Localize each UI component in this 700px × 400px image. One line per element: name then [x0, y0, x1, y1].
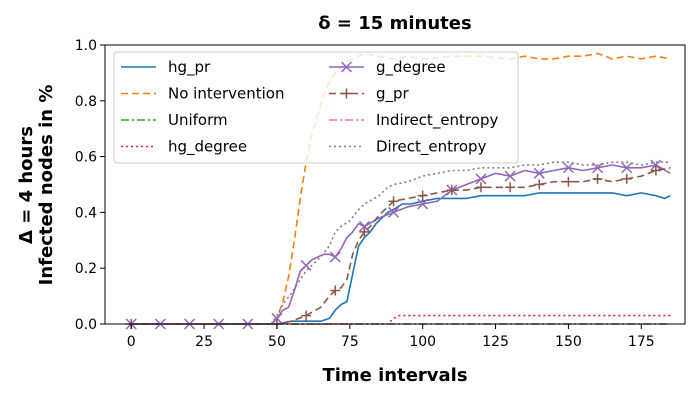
series-line-g-degree [131, 164, 671, 325]
y-axis-label-line1: Δ = 4 hours [16, 126, 37, 244]
x-tick-label: 150 [555, 334, 582, 350]
axis-ticks: 0 25 50 75 100 125 150 175 0.0 0.2 0.4 0.6 0.8 1.0 [75, 38, 655, 350]
legend: hg_pr No intervention Uniform hg_degree g_de… [113, 51, 519, 164]
legend-label-g-pr: g_pr [376, 85, 410, 104]
series-marker-g-pr [388, 196, 399, 207]
y-axis-label: Δ = 4 hours Infected nodes in % [16, 85, 57, 286]
series-marker-g-degree [271, 312, 283, 324]
legend-label-no-intervention: No intervention [168, 85, 284, 103]
x-tick-label: 50 [268, 334, 286, 350]
legend-box [113, 51, 519, 164]
series-marker-g-pr [534, 179, 545, 190]
series-marker-g-degree [621, 162, 633, 174]
series-line-direct-entropy [131, 161, 671, 325]
x-tick-label: 0 [127, 334, 136, 350]
y-tick-label: 0.6 [75, 150, 97, 166]
x-tick-label: 175 [628, 334, 655, 350]
series-line-hg-degree [131, 314, 671, 325]
series-marker-g-pr [505, 182, 516, 193]
series-marker-g-degree [300, 259, 312, 271]
x-tick-label: 100 [409, 334, 436, 350]
series-marker-g-pr [650, 165, 661, 176]
series-marker-g-pr [563, 176, 574, 187]
x-tick-label: 125 [482, 334, 509, 350]
series-marker-g-pr [417, 190, 428, 201]
series-marker-g-degree [562, 162, 574, 174]
legend-label-hg-degree: hg_degree [168, 138, 247, 157]
series-marker-g-degree [592, 162, 604, 174]
legend-label-g-degree: g_degree [376, 58, 446, 77]
x-axis-label: Time intervals [322, 365, 467, 386]
chart-title: δ = 15 minutes [318, 13, 471, 34]
x-tick-label: 25 [195, 334, 213, 350]
legend-marker-g-pr [341, 88, 352, 99]
series-marker-g-degree [504, 170, 516, 182]
series-line-g-pr [131, 167, 671, 325]
y-tick-label: 0.0 [75, 317, 97, 333]
series-marker-g-degree [475, 173, 487, 185]
legend-label-indirect-entropy: Indirect_entropy [376, 111, 498, 130]
series-marker-g-pr [359, 226, 370, 237]
series-marker-g-pr [475, 182, 486, 193]
y-tick-label: 0.2 [75, 261, 97, 277]
series-marker-g-pr [330, 285, 341, 296]
y-tick-label: 0.8 [75, 94, 97, 110]
series-line-hg-pr [131, 192, 671, 325]
series-marker-g-degree [650, 159, 662, 171]
y-axis-label-line2: Infected nodes in % [36, 85, 57, 286]
series-marker-g-pr [301, 310, 312, 321]
series-marker-g-degree [329, 251, 341, 263]
y-tick-label: 1.0 [75, 38, 97, 54]
series-marker-g-degree [388, 206, 400, 218]
series-marker-g-degree [533, 167, 545, 179]
series-marker-g-degree [417, 198, 429, 210]
legend-label-uniform: Uniform [168, 111, 228, 129]
x-tick-label: 75 [341, 334, 359, 350]
series-marker-g-pr [621, 173, 632, 184]
y-tick-label: 0.4 [75, 205, 97, 221]
series-marker-g-pr [592, 173, 603, 184]
legend-label-hg-pr: hg_pr [168, 58, 211, 77]
series-marker-g-pr [446, 185, 457, 196]
legend-label-direct-entropy: Direct_entropy [376, 138, 487, 157]
legend-marker-g-degree [340, 61, 353, 73]
plot-frame [104, 44, 686, 325]
